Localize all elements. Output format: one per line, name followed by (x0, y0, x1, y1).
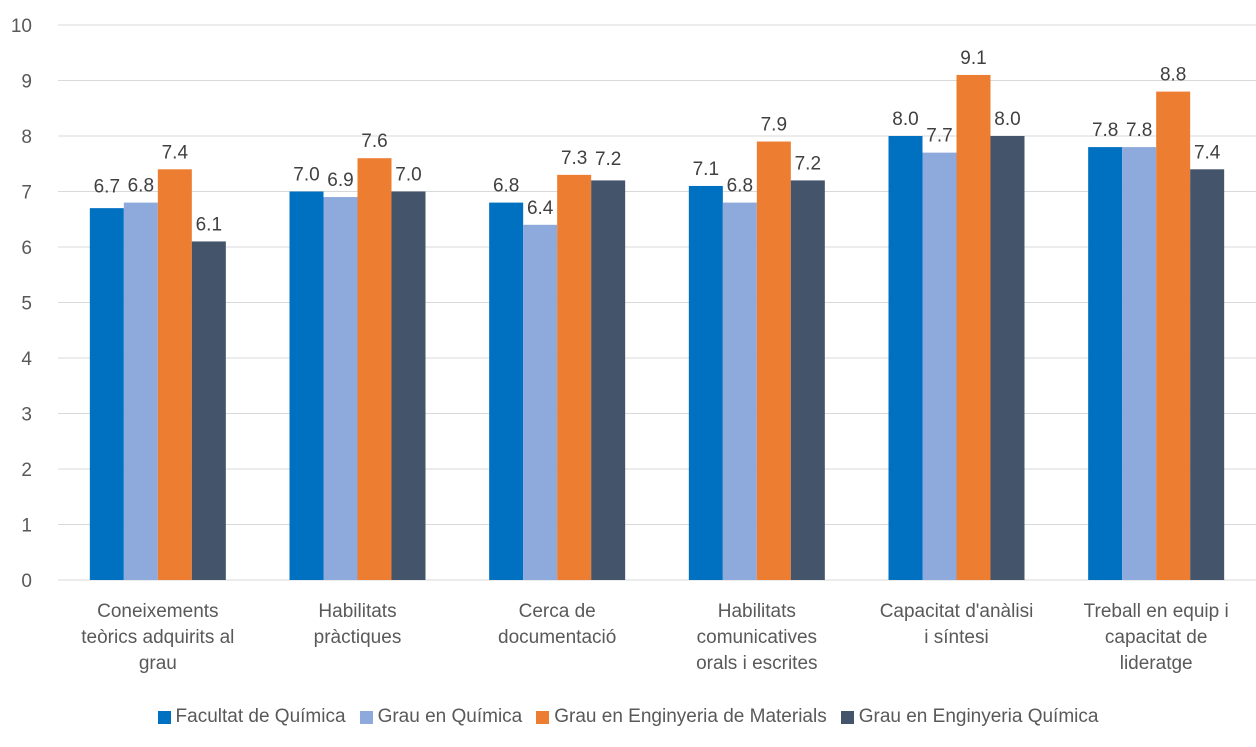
data-label: 8.8 (1160, 65, 1186, 86)
legend-swatch (157, 710, 171, 724)
data-label: 8.0 (994, 109, 1020, 130)
y-tick-label: 2 (21, 460, 32, 481)
category-label: i síntesi (924, 627, 988, 648)
y-tick-label: 0 (21, 571, 32, 592)
gridlines (58, 24, 1256, 581)
category-label: orals i escrites (696, 653, 817, 674)
legend-label: Grau en Enginyeria Química (858, 706, 1099, 727)
bars (89, 74, 1225, 581)
bar (489, 202, 524, 580)
data-label: 6.7 (94, 177, 120, 198)
legend-item: Grau en Enginyeria de Materials (536, 706, 827, 728)
legend-label: Grau en Enginyeria de Materials (554, 706, 827, 727)
bar (89, 208, 124, 580)
bar (922, 152, 957, 580)
data-label: 6.1 (196, 214, 222, 235)
bar (523, 224, 558, 581)
data-label: 6.8 (727, 176, 753, 197)
data-label: 9.1 (960, 48, 986, 69)
bar (391, 191, 426, 580)
data-label: 7.1 (693, 159, 719, 180)
category-label: teòrics adquirits al (81, 627, 234, 648)
data-label: 7.4 (1194, 142, 1221, 163)
category-label: Coneixements (97, 601, 218, 622)
data-label: 7.8 (1092, 120, 1118, 141)
bar (557, 174, 592, 580)
bar (756, 141, 791, 581)
bar (1156, 91, 1191, 580)
y-tick-label: 3 (21, 405, 32, 426)
legend-label: Facultat de Química (175, 706, 346, 727)
category-label: Cerca de (519, 601, 596, 622)
data-label: 7.2 (595, 149, 621, 170)
bar (323, 197, 358, 581)
y-tick-label: 9 (21, 72, 32, 93)
bar (990, 136, 1025, 580)
legend-item: Grau en Química (359, 706, 523, 728)
legend-swatch (359, 710, 373, 724)
data-label: 6.8 (493, 176, 519, 197)
category-label: pràctiques (314, 627, 402, 648)
legend-swatch (536, 710, 550, 724)
data-label: 6.8 (128, 176, 154, 197)
x-axis-categories: Coneixements teòrics adquirits al grau Habi… (81, 601, 1228, 674)
bar (790, 180, 825, 580)
bar (688, 185, 723, 580)
data-label: 6.4 (527, 198, 554, 219)
data-label: 7.6 (361, 131, 387, 152)
bar (956, 74, 991, 580)
y-tick-label: 7 (21, 183, 32, 204)
data-label: 7.4 (162, 142, 189, 163)
category-label: grau (139, 653, 177, 674)
data-label: 6.9 (327, 170, 353, 191)
y-tick-label: 1 (21, 516, 32, 537)
category-label: Treball en equip i (1084, 601, 1229, 622)
y-tick-label: 10 (11, 16, 32, 37)
legend-item: Grau en Enginyeria Química (840, 706, 1099, 728)
data-label: 8.0 (892, 109, 918, 130)
legend-item: Facultat de Química (157, 706, 346, 728)
bar (722, 202, 757, 580)
y-tick-label: 5 (21, 294, 32, 315)
bar (157, 169, 192, 581)
data-label: 7.0 (293, 165, 319, 186)
data-label: 7.0 (395, 165, 421, 186)
category-label: capacitat de (1105, 627, 1207, 648)
data-label: 7.9 (761, 115, 787, 136)
category-label: Habilitats (718, 601, 796, 622)
bar (289, 191, 324, 580)
y-axis-ticks: 0 1 2 3 4 5 6 7 8 9 10 (11, 16, 33, 592)
data-label: 7.2 (795, 153, 821, 174)
y-tick-label: 4 (21, 349, 32, 370)
legend: Facultat de Química Grau en Química Grau e… (0, 706, 1256, 728)
data-label: 7.3 (561, 148, 587, 169)
bar (1190, 169, 1225, 581)
bar (1122, 147, 1157, 580)
category-label: documentació (498, 627, 616, 648)
bar (357, 158, 392, 580)
data-label: 7.8 (1126, 120, 1152, 141)
data-label: 7.7 (926, 126, 952, 147)
bar (591, 180, 626, 580)
bar (1088, 147, 1123, 580)
data-labels: 6.7 6.8 7.4 6.1 7.0 6.9 7.6 7.0 6.8 6.4 7.3 7.2 7.1 6… (94, 48, 1221, 235)
y-tick-label: 6 (21, 238, 32, 259)
category-label: comunicatives (697, 627, 817, 648)
legend-label: Grau en Química (377, 706, 523, 727)
category-label: Habilitats (318, 601, 396, 622)
bar (888, 136, 923, 580)
legend-swatch (840, 710, 854, 724)
bar (123, 202, 158, 580)
bar (191, 241, 226, 580)
y-tick-label: 8 (21, 127, 32, 148)
category-label: Capacitat d'anàlisi (880, 601, 1034, 622)
category-label: lideratge (1120, 653, 1193, 674)
bar-chart: 0 1 2 3 4 5 6 7 8 9 10 6.7 6.8 7.4 6.1 7.0 6.9 7.6 7.0 6.8… (11, 16, 1256, 674)
